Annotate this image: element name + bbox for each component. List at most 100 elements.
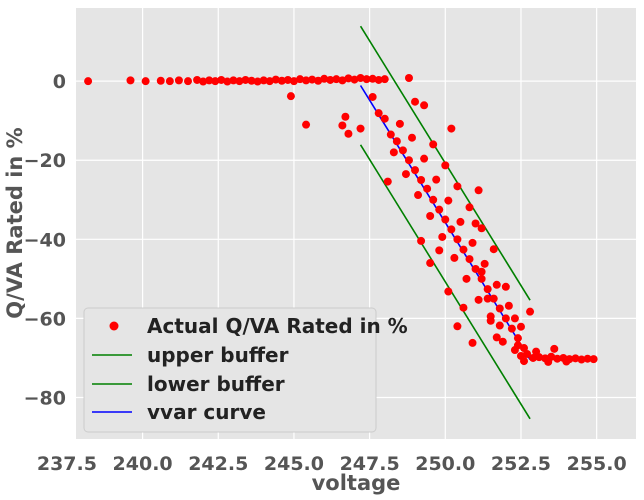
scatter-point xyxy=(184,77,192,86)
scatter-point xyxy=(229,76,238,85)
x-tick-label: 250.0 xyxy=(415,453,475,475)
scatter-point xyxy=(286,92,295,101)
scatter-point xyxy=(199,77,208,86)
scatter-point xyxy=(577,355,586,364)
scatter-point xyxy=(468,238,477,247)
legend: Actual Q/VA Rated in % upper buffer lowe… xyxy=(83,307,408,433)
scatter-point xyxy=(492,280,501,289)
scatter-point xyxy=(380,114,389,123)
y-tick-labels: 0 −20 −40 −60 −80 xyxy=(24,71,66,409)
scatter-point xyxy=(501,282,510,291)
scatter-point xyxy=(217,75,226,84)
scatter-point xyxy=(532,347,541,356)
scatter-point xyxy=(392,137,401,146)
scatter-point xyxy=(498,337,507,346)
scatter-point xyxy=(338,121,347,130)
scatter-point xyxy=(326,75,335,84)
scatter-point xyxy=(450,253,459,262)
scatter-point xyxy=(386,130,395,139)
scatter-point xyxy=(477,274,486,283)
scatter-point xyxy=(520,344,528,353)
scatter-point xyxy=(389,148,398,157)
scatter-point xyxy=(289,77,298,86)
x-tick-label: 240.0 xyxy=(113,453,173,475)
scatter-point xyxy=(84,77,93,86)
scatter-point xyxy=(380,75,389,84)
scatter-point xyxy=(553,354,562,363)
scatter-point xyxy=(404,156,413,165)
scatter-point xyxy=(356,73,365,82)
scatter-point xyxy=(489,245,498,254)
scatter-point xyxy=(420,101,429,110)
scatter-point xyxy=(474,186,483,195)
scatter-point xyxy=(368,92,377,101)
scatter-point xyxy=(510,314,519,323)
y-tick-label: 0 xyxy=(53,71,66,93)
legend-label-vvar-curve: vvar curve xyxy=(147,400,266,424)
scatter-point xyxy=(223,77,232,86)
scatter-point xyxy=(520,357,528,366)
x-tick-label: 247.5 xyxy=(340,453,400,475)
scatter-point xyxy=(241,75,250,84)
scatter-point xyxy=(492,333,501,342)
x-tick-label: 245.0 xyxy=(264,453,324,475)
scatter-point xyxy=(513,334,522,343)
scatter-point xyxy=(338,76,347,85)
scatter-point xyxy=(444,196,453,205)
scatter-point xyxy=(453,182,462,191)
scatter-point xyxy=(362,75,371,84)
scatter-point xyxy=(583,354,592,363)
scatter-point xyxy=(483,285,492,294)
scatter-point xyxy=(253,77,262,86)
scatter-point xyxy=(141,77,150,86)
y-axis-label: Q/VA Rated in % xyxy=(3,127,27,318)
scatter-point xyxy=(447,225,456,234)
scatter-point xyxy=(459,303,468,312)
scatter-point xyxy=(438,232,447,241)
x-tick-label: 252.5 xyxy=(491,453,551,475)
scatter-point xyxy=(332,75,341,84)
scatter-point xyxy=(423,184,432,193)
scatter-point xyxy=(165,77,174,86)
scatter-point xyxy=(429,195,438,204)
data-marks xyxy=(84,25,598,420)
scatter-point xyxy=(383,177,392,186)
scatter-point xyxy=(529,353,538,362)
scatter-point xyxy=(441,215,450,224)
scatter-point xyxy=(404,73,413,82)
scatter-point xyxy=(477,224,486,233)
scatter-point xyxy=(495,321,504,330)
x-axis-label: voltage xyxy=(312,471,401,495)
scatter-point xyxy=(441,161,450,170)
scatter-point xyxy=(447,124,456,133)
scatter-point xyxy=(477,267,486,276)
scatter-point xyxy=(374,75,383,84)
scatter-point xyxy=(211,77,220,86)
scatter-point xyxy=(414,191,423,200)
scatter-point xyxy=(320,74,329,83)
legend-box xyxy=(83,307,377,433)
scatter-point xyxy=(459,245,468,254)
scatter-point xyxy=(429,140,438,149)
scatter-point xyxy=(174,76,183,85)
scatter-point xyxy=(193,75,202,84)
scatter-point xyxy=(513,341,522,350)
scatter-point xyxy=(350,75,359,84)
scatter-point xyxy=(526,307,535,316)
scatter-point xyxy=(411,166,420,175)
y-tick-label: −40 xyxy=(24,229,66,251)
scatter-point xyxy=(401,170,410,179)
scatter-point xyxy=(501,314,510,323)
scatter-point xyxy=(283,75,292,84)
scatter-point xyxy=(435,205,444,214)
scatter-point xyxy=(471,264,480,273)
scatter-point xyxy=(126,76,135,85)
x-tick-label: 255.0 xyxy=(567,453,627,475)
legend-marker-actual xyxy=(109,321,119,331)
scatter-point xyxy=(277,76,286,85)
scatter-point xyxy=(462,274,471,283)
y-tick-label: −60 xyxy=(24,308,66,330)
scatter-point xyxy=(495,304,504,313)
scatter-point xyxy=(374,109,383,118)
scatter-point xyxy=(341,112,350,121)
